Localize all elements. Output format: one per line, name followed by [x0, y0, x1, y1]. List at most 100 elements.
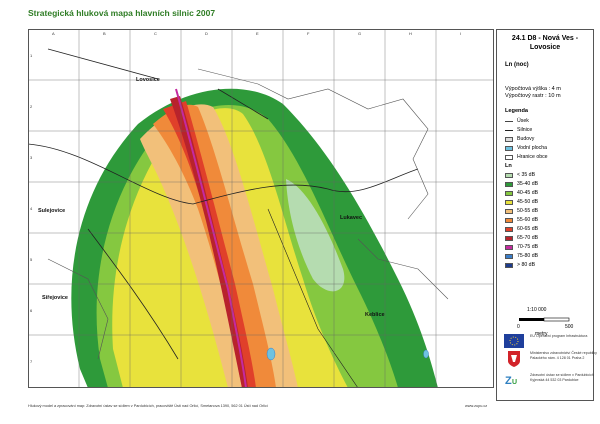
noise-class-row: 45-50 dB [505, 199, 538, 206]
noise-legend-title: Ln [505, 163, 512, 169]
legend-panel: 24.1 D8 - Nová Ves - Lovosice Ln (noc) V… [496, 29, 594, 401]
water-swatch [505, 146, 513, 151]
noise-class-swatch [505, 245, 513, 250]
eu-flag-icon [504, 334, 524, 348]
noise-class-row: 65-70 dB [505, 235, 538, 242]
road [267, 208, 359, 388]
scale-bar [519, 317, 570, 322]
road [192, 168, 419, 205]
noise-class-row: 70-75 dB [505, 244, 538, 251]
scale-end: 500 [565, 324, 574, 330]
road-line-swatch [505, 130, 513, 131]
grid-row-2: 2 [30, 104, 33, 109]
noise-class-label: < 35 dB [517, 172, 536, 178]
noise-map[interactable]: A B C D E F G H I 1 2 3 4 5 6 7 Lovosice… [28, 29, 494, 388]
grid-row-5: 5 [30, 257, 33, 262]
grid-col-f: F [307, 31, 310, 36]
place-keblice: Keblice [365, 312, 385, 318]
noise-class-row: 50-55 dB [505, 208, 538, 215]
noise-class-row: 35-40 dB [505, 181, 538, 188]
noise-class-swatch [505, 182, 513, 187]
calc-grid: Výpočtový rastr : 10 m [505, 93, 561, 99]
grid-col-i: I [460, 31, 461, 36]
svg-text:Z: Z [505, 375, 512, 387]
segment-line-swatch [505, 121, 513, 122]
place-lovosice: Lovosice [136, 77, 160, 83]
noise-class-label: 50-55 dB [517, 208, 539, 214]
noise-class-row: 40-45 dB [505, 190, 538, 197]
border-swatch [505, 155, 513, 160]
grid-row-4: 4 [30, 206, 33, 211]
noise-class-swatch [505, 173, 513, 178]
scale-start: 0 [517, 324, 520, 330]
svg-text:U: U [512, 379, 517, 386]
credit-text: Hlukový model a zpracování map: Zdravotn… [28, 404, 268, 408]
czech-coat-of-arms-icon [508, 351, 520, 367]
legend-water: Vodní plocha [505, 145, 547, 152]
eu-program-text: EU Operační program Infrastruktura [530, 334, 588, 338]
institute-text: Zdravotní ústav se sídlem v Pardubicích … [530, 373, 594, 382]
noise-class-swatch [505, 191, 513, 196]
road [87, 228, 179, 360]
road [47, 48, 159, 80]
grid-col-g: G [358, 31, 361, 36]
motorway-d8 [175, 88, 247, 388]
grid-col-c: C [154, 31, 157, 36]
legend-line-road: Silnice [505, 127, 532, 134]
place-sitejovice: Siřejovice [42, 295, 68, 301]
noise-class-swatch [505, 218, 513, 223]
noise-class-row: < 35 dB [505, 172, 535, 179]
noise-class-label: 70-75 dB [517, 244, 539, 250]
grid-row-6: 6 [30, 308, 33, 313]
noise-class-swatch [505, 263, 513, 268]
noise-class-swatch [505, 254, 513, 259]
legend-buildings: Budovy [505, 136, 534, 143]
grid-col-h: H [409, 31, 412, 36]
grid-row-1: 1 [30, 53, 33, 58]
grid-row-3: 3 [30, 155, 33, 160]
noise-class-swatch [505, 227, 513, 232]
place-sulejovice: Sulejovice [38, 208, 65, 214]
institute-logo-icon: Z U [505, 375, 517, 387]
grid-col-b: B [103, 31, 106, 36]
noise-class-row: > 80 dB [505, 262, 535, 269]
noise-class-row: 55-60 dB [505, 217, 538, 224]
road [217, 88, 269, 120]
grid-col-e: E [256, 31, 259, 36]
place-lukavec: Lukavec [340, 215, 362, 221]
noise-class-label: 75-80 dB [517, 253, 539, 259]
map-grid [28, 29, 494, 388]
noise-class-row: 75-80 dB [505, 253, 538, 260]
grid-col-a: A [52, 31, 55, 36]
building-swatch [505, 137, 513, 142]
calc-height: Výpočtová výška : 4 m [505, 86, 561, 92]
ministry-text: Ministerstvo zdravotnictví České republi… [530, 351, 597, 360]
map-frame [28, 29, 494, 388]
legend-line-segment: Úsek [505, 118, 529, 125]
noise-indicator: Ln (noc) [505, 62, 529, 68]
municipal-border [197, 68, 429, 220]
website-link[interactable]: www.zupu.cz [465, 404, 488, 408]
zone-lt-35 [286, 179, 345, 292]
noise-class-row: 60-65 dB [505, 226, 538, 233]
map-title: Strategická hluková mapa hlavních silnic… [28, 8, 216, 18]
map-sheet-heading: 24.1 D8 - Nová Ves - Lovosice [511, 35, 579, 51]
zone-65-70 [170, 96, 248, 388]
scale-ratio: 1:10 000 [527, 307, 547, 313]
scale-unit: metry [535, 331, 548, 337]
legend-title: Legenda [505, 108, 529, 114]
noise-class-swatch [505, 200, 513, 205]
water-body [423, 349, 429, 359]
grid-row-7: 7 [30, 359, 33, 364]
noise-class-label: 45-50 dB [517, 199, 539, 205]
noise-class-swatch [505, 236, 513, 241]
noise-class-swatch [505, 209, 513, 214]
municipal-border [47, 258, 109, 360]
legend-border: Hranice obce [505, 154, 548, 161]
road [28, 143, 194, 205]
noise-class-label: 40-45 dB [517, 190, 539, 196]
noise-class-label: 65-70 dB [517, 235, 539, 241]
noise-class-label: > 80 dB [517, 262, 536, 268]
noise-class-label: 55-60 dB [517, 217, 539, 223]
grid-col-d: D [205, 31, 208, 36]
